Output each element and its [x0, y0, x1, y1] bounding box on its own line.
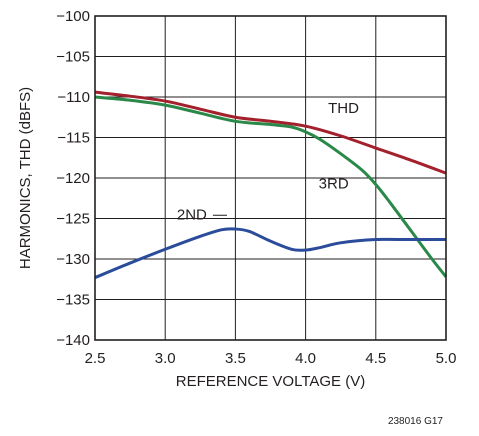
x-tick-label: 4.5 [365, 350, 386, 367]
series-line-2nd [94, 227, 446, 280]
x-tick-label: 5.0 [436, 350, 457, 367]
y-tick-label: −110 [57, 89, 90, 106]
y-tick-label: −120 [56, 170, 90, 187]
figure-code: 238016 G17 [388, 416, 443, 427]
series-line-thd [94, 90, 447, 175]
series-label-2nd: 2ND [177, 206, 207, 223]
series-line-3rd [94, 95, 448, 278]
x-tick-label: 3.5 [225, 350, 246, 367]
data-series [94, 90, 448, 280]
y-tick-label: −135 [56, 292, 90, 309]
y-tick-label: −100 [56, 8, 90, 25]
y-axis-title: HARMONICS, THD (dBFS) [17, 87, 34, 269]
y-tick-label: −115 [57, 130, 90, 147]
series-labels: THD 3RD 2ND [177, 100, 359, 223]
grid-lines [95, 16, 446, 340]
x-tick-label: 3.0 [155, 350, 176, 367]
x-tick-label: 2.5 [85, 350, 106, 367]
y-tick-label: −140 [56, 332, 90, 349]
axis-tick-labels: 2.5 3.0 3.5 4.0 4.5 5.0 −100 −105 −110 −115 −120 −1… [56, 8, 456, 367]
y-tick-label: −130 [56, 251, 90, 268]
x-axis-title: REFERENCE VOLTAGE (V) [176, 373, 365, 390]
y-tick-label: −105 [56, 49, 90, 66]
plot-frame [94, 15, 447, 341]
series-label-3rd: 3RD [319, 176, 349, 193]
x-tick-label: 4.0 [295, 350, 316, 367]
series-label-thd: THD [328, 100, 359, 117]
y-tick-label: −125 [56, 211, 90, 228]
